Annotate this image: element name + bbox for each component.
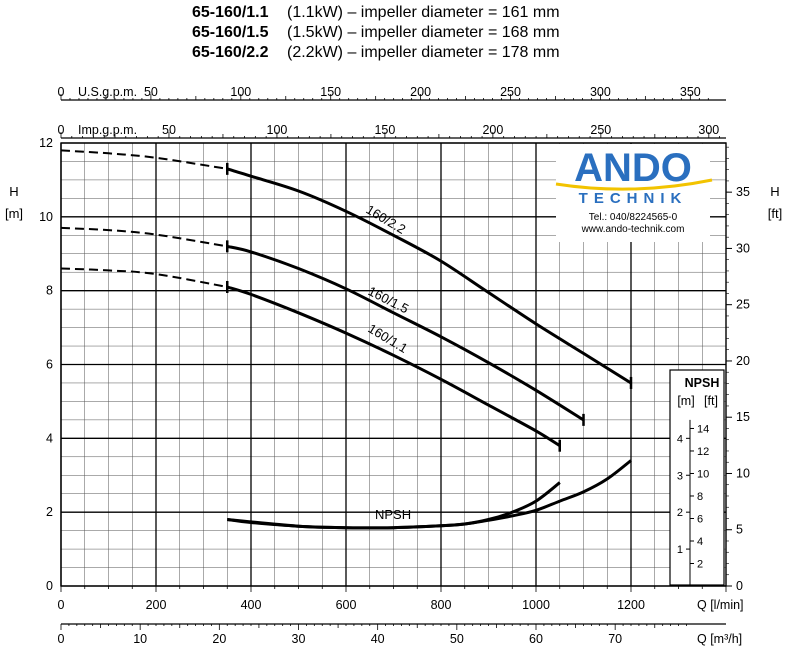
- top-axis-1-tick-label: 350: [680, 85, 701, 99]
- head-curve-solid-1: [226, 244, 585, 422]
- top-axis-2-tick-label: 0: [58, 123, 65, 137]
- y-right-tick-label: 10: [736, 466, 750, 480]
- y-left-tick-label: 12: [39, 136, 53, 150]
- axes-frames: [60, 94, 732, 630]
- top-axis-2-tick-label: 50: [162, 123, 176, 137]
- y-left-tick-label: 8: [46, 284, 53, 298]
- y-left-tick-label: 10: [39, 210, 53, 224]
- header-desc-3: (2.2kW) – impeller diameter = 178 mm: [287, 44, 560, 61]
- npsh-tick-ft-label: 12: [697, 446, 709, 458]
- npsh-tick-m-label: 4: [677, 433, 683, 445]
- header-model-3: 65-160/2.2: [192, 44, 269, 61]
- npsh-tick-m-label: 2: [677, 507, 683, 519]
- top-axis-1-tick-label: 100: [230, 85, 251, 99]
- bottom-axis-2-tick-label: 60: [529, 632, 543, 646]
- npsh-tick-m-label: 1: [677, 544, 683, 556]
- y-right-tick-label: 25: [736, 298, 750, 312]
- npsh-inset-box: [669, 369, 725, 586]
- npsh-axis-title: NPSH: [685, 376, 720, 390]
- head-curve-solid-0: [226, 167, 632, 385]
- top-axis-1-tick-label: 150: [320, 85, 341, 99]
- top-axis-2-label: Imp.g.p.m.: [78, 123, 137, 137]
- header-desc-1: (1.1kW) – impeller diameter = 161 mm: [287, 4, 560, 21]
- x-tick-label: 800: [431, 598, 452, 612]
- logo-background: [556, 144, 710, 242]
- logo-web: www.ando-technik.com: [581, 224, 685, 235]
- npsh-tick-ft-label: 14: [697, 423, 709, 435]
- y-left-tick-label: 2: [46, 505, 53, 519]
- top-axis-1-tick-label: 50: [144, 85, 158, 99]
- bottom-axis-2-tick-label: 0: [58, 632, 65, 646]
- head-curves: [60, 149, 633, 452]
- y-left-tick-label: 0: [46, 579, 53, 593]
- y-left-unit: [m]: [5, 206, 23, 221]
- bottom-axis-2-tick-label: 70: [608, 632, 622, 646]
- y-right-tick-label: 15: [736, 410, 750, 424]
- header-model-1: 65-160/1.1: [192, 4, 269, 21]
- y-right-unit: [ft]: [768, 206, 782, 221]
- top-axis-2-tick-label: 100: [267, 123, 288, 137]
- logo-tel: Tel.: 040/8224565-0: [589, 212, 678, 223]
- head-curve-dashed-1: [60, 226, 228, 248]
- top-axis-1-tick-label: 250: [500, 85, 521, 99]
- bottom-axis-2-tick-label: 30: [292, 632, 306, 646]
- x-tick-label: 400: [241, 598, 262, 612]
- npsh-curve-label: NPSH: [375, 507, 411, 522]
- x-tick-label: 1200: [617, 598, 645, 612]
- npsh-curves: [227, 459, 632, 530]
- top-axis-2-tick-label: 150: [374, 123, 395, 137]
- npsh-tick-ft-label: 8: [697, 491, 703, 503]
- y-right-tick-label: 35: [736, 185, 750, 199]
- bottom-axis-2-tick-label: 20: [212, 632, 226, 646]
- head-curve-solid-2: [226, 285, 561, 447]
- top-axis-1-tick-label: 200: [410, 85, 431, 99]
- axis-labels: H [m] H [ft] U.S.g.p.m. Imp.g.p.m. Q [l/…: [5, 85, 782, 646]
- header-model-2: 65-160/1.5: [192, 24, 269, 41]
- npsh-tick-m-label: 3: [677, 470, 683, 482]
- top-axis-2-tick-label: 300: [698, 123, 719, 137]
- npsh-tick-ft-label: 6: [697, 513, 703, 525]
- x-tick-label: 600: [336, 598, 357, 612]
- npsh-tick-ft-label: 10: [697, 468, 709, 480]
- top-axis-1-tick-label: 300: [590, 85, 611, 99]
- npsh-tick-ft-label: 2: [697, 558, 703, 570]
- curve-label-1-1: 160/1.1: [365, 321, 410, 356]
- ando-logo: ANDO TECHNIK Tel.: 040/8224565-0 www.and…: [555, 144, 713, 242]
- y-left-label: H: [9, 184, 18, 199]
- npsh-tick-ft-label: 4: [697, 536, 703, 548]
- y-right-label: H: [770, 184, 779, 199]
- npsh-axis-unit-ft: [ft]: [704, 394, 718, 408]
- x-tick-label: 1000: [522, 598, 550, 612]
- bottom-axis-2-label: Q [m³/h]: [697, 632, 742, 646]
- y-right-tick-label: 0: [736, 579, 743, 593]
- npsh-axis-unit-m: [m]: [677, 394, 694, 408]
- y-left-tick-label: 6: [46, 358, 53, 372]
- y-left-tick-label: 4: [46, 431, 53, 445]
- header-desc-2: (1.5kW) – impeller diameter = 168 mm: [287, 24, 560, 41]
- bottom-axis-2-tick-label: 40: [371, 632, 385, 646]
- top-axis-1-label: U.S.g.p.m.: [78, 85, 137, 99]
- logo-name: ANDO: [574, 146, 692, 190]
- head-curve-dashed-2: [60, 267, 228, 288]
- y-right-tick-label: 5: [736, 523, 743, 537]
- x-tick-label: 200: [146, 598, 167, 612]
- logo-swoosh: [555, 178, 713, 191]
- head-curve-dashed-0: [60, 149, 228, 170]
- top-axis-1-tick-label: 0: [58, 85, 65, 99]
- top-axis-2-tick-label: 250: [590, 123, 611, 137]
- x-tick-label: 0: [58, 598, 65, 612]
- y-right-tick-label: 30: [736, 241, 750, 255]
- y-right-tick-label: 20: [736, 354, 750, 368]
- top-axis-2-tick-label: 200: [482, 123, 503, 137]
- npsh-curve-1: [227, 459, 632, 530]
- bottom-axis-2-tick-label: 50: [450, 632, 464, 646]
- chart-header: 65-160/1.1 (1.1kW) – impeller diameter =…: [192, 4, 560, 61]
- bottom-axis-2-tick-label: 10: [133, 632, 147, 646]
- logo-sub: TECHNIK: [579, 190, 688, 207]
- x-axis-label: Q [l/min]: [697, 598, 744, 612]
